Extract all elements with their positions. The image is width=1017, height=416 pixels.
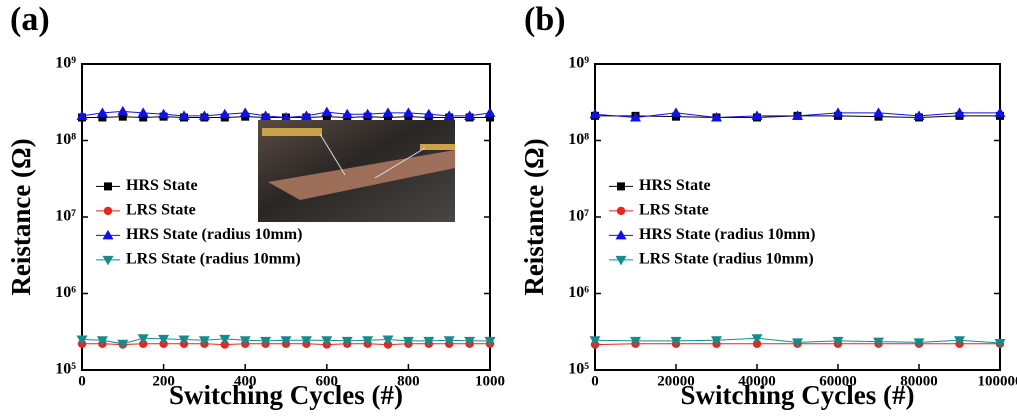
marker [321,107,332,117]
y-tick-label: 10⁶ [568,284,589,301]
inset-photo [258,120,455,222]
legend-label: LRS State [639,202,709,219]
legend-marker [617,207,625,215]
x-tick-label: 0 [591,373,599,389]
marker [383,107,394,117]
y-tick-label: 10⁹ [55,55,76,72]
legend-marker [616,230,627,240]
y-tick-label: 10⁷ [568,208,589,225]
x-axis-title: Switching Cycles (#) [681,380,915,410]
y-axis-title: Reistance (Ω) [6,138,36,295]
panel-label: (b) [524,1,566,38]
legend-label: LRS State [126,202,196,219]
x-axis-title: Switching Cycles (#) [169,380,403,410]
panel-label: (a) [10,1,50,38]
legend-label: HRS State [639,177,711,194]
figure: (a)10⁵10⁶10⁷10⁸10⁹02004006008001000Switc… [0,0,1017,416]
legend-marker [617,182,625,190]
marker [485,107,496,117]
legend-marker [103,256,114,266]
legend-label: LRS State (radius 10mm) [639,251,814,268]
y-tick-label: 10⁷ [55,208,76,225]
marker [671,107,682,117]
y-axis-title: Reistance (Ω) [519,138,549,295]
legend-label: LRS State (radius 10mm) [126,251,301,268]
legend-marker [616,256,627,266]
legend-label: HRS State (radius 10mm) [639,226,815,243]
marker [240,107,251,117]
y-tick-label: 10⁸ [568,131,589,148]
x-tick-label: 0 [78,373,86,389]
legend-marker [104,182,112,190]
marker [403,107,414,117]
y-tick-label: 10⁶ [55,284,76,301]
legend-label: HRS State [126,177,198,194]
y-tick-label: 10⁵ [568,361,589,378]
legend-marker [103,230,114,240]
y-tick-label: 10⁸ [55,131,76,148]
x-tick-label: 100000 [978,373,1017,389]
legend-label: HRS State (radius 10mm) [126,226,302,243]
y-tick-label: 10⁹ [568,55,589,72]
y-tick-label: 10⁵ [55,361,76,378]
x-tick-label: 1000 [475,373,505,389]
marker [873,107,884,117]
marker [117,106,128,116]
legend-marker [104,207,112,215]
